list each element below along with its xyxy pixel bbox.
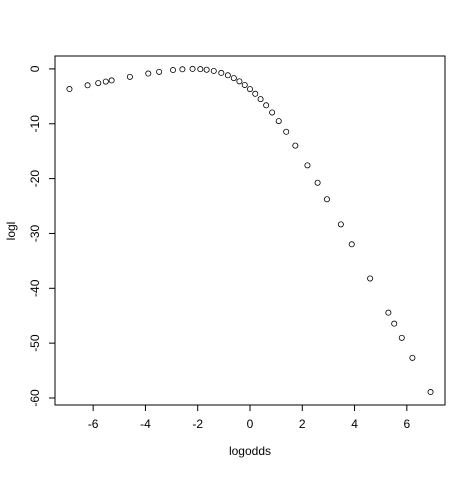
point	[348, 241, 355, 248]
point	[241, 81, 248, 88]
x-tick-label: 4	[351, 417, 358, 431]
x-tick-label: -6	[88, 417, 99, 431]
point	[367, 275, 374, 282]
point	[385, 309, 392, 316]
y-tick-label: 0	[28, 65, 42, 72]
x-tick-label: 2	[299, 417, 306, 431]
point	[108, 77, 115, 84]
point	[257, 96, 264, 103]
point	[210, 67, 217, 74]
point	[170, 67, 177, 74]
point	[427, 389, 434, 396]
point	[252, 90, 259, 97]
y-tick-label: -10	[28, 115, 42, 133]
y-tick-label: -60	[28, 389, 42, 407]
point	[246, 86, 253, 93]
point	[323, 196, 330, 203]
y-tick-label: -20	[28, 170, 42, 188]
y-axis-label: logl	[4, 222, 18, 241]
y-tick-label: -50	[28, 334, 42, 352]
y-tick-label: -40	[28, 279, 42, 297]
point	[84, 82, 91, 89]
point	[391, 320, 398, 327]
point	[179, 66, 186, 73]
point	[95, 80, 102, 87]
point	[275, 118, 282, 125]
point	[409, 354, 416, 361]
point	[102, 78, 109, 85]
x-tick-label: -4	[140, 417, 151, 431]
point	[337, 221, 344, 228]
point	[314, 179, 321, 186]
point	[292, 142, 299, 149]
plot-box	[54, 55, 446, 406]
x-axis-label: logodds	[229, 444, 271, 458]
point	[197, 66, 204, 73]
point	[304, 162, 311, 169]
point	[283, 128, 290, 135]
point	[263, 102, 270, 109]
point	[126, 73, 133, 80]
point	[145, 70, 152, 77]
x-tick-label: -2	[192, 417, 203, 431]
point	[230, 75, 237, 82]
point	[224, 72, 231, 79]
point	[236, 78, 243, 85]
point	[398, 334, 405, 341]
point	[66, 86, 73, 93]
point	[156, 68, 163, 75]
x-tick-label: 6	[403, 417, 410, 431]
point	[203, 66, 210, 73]
point	[189, 65, 196, 72]
y-tick-label: -30	[28, 224, 42, 242]
point	[269, 109, 276, 116]
point	[218, 69, 225, 76]
x-tick-label: 0	[247, 417, 254, 431]
